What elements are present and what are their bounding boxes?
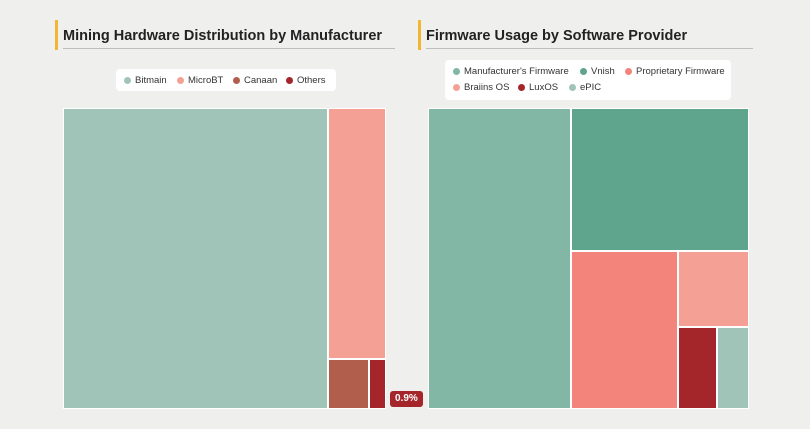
legend-label: LuxOS: [529, 82, 559, 93]
legend-label: Proprietary Firmware: [636, 66, 725, 77]
legend-swatch: [124, 77, 131, 84]
legend-item-others: Others: [286, 75, 326, 86]
title-accent-bar: [418, 20, 421, 50]
tile-epic: [717, 327, 749, 409]
title-underline: [426, 48, 753, 49]
tile-others: [368, 358, 386, 409]
firmware-legend: Manufacturer's Firmware Vnish Proprietary …: [445, 60, 731, 100]
legend-item-braiins-os: Braiins OS: [453, 82, 509, 93]
tile-proprietary-firmware: [570, 250, 679, 409]
hardware-panel: Mining Hardware Distribution by Manufact…: [55, 20, 423, 409]
hardware-title-block: Mining Hardware Distribution by Manufact…: [55, 20, 400, 50]
legend-item-manufacturer-s-firmware: Manufacturer's Firmware: [453, 66, 569, 77]
legend-item-microbt: MicroBT: [177, 75, 223, 86]
legend-label: Braiins OS: [464, 82, 510, 93]
title-underline: [63, 48, 395, 49]
legend-label: Manufacturer's Firmware: [464, 66, 569, 77]
tile-bitmain: [63, 108, 328, 409]
legend-item-proprietary-firmware: Proprietary Firmware: [625, 66, 725, 77]
legend-label: Canaan: [244, 75, 278, 86]
legend-swatch: [453, 68, 460, 75]
legend-swatch: [625, 68, 632, 75]
firmware-chart-title: Firmware Usage by Software Provider: [426, 28, 688, 44]
tile-canaan: [327, 358, 369, 409]
legend-swatch: [177, 77, 184, 84]
legend-swatch: [453, 84, 460, 91]
legend-swatch: [233, 77, 240, 84]
legend-item-vnish: Vnish: [580, 66, 615, 77]
legend-item-luxos: LuxOS: [518, 82, 558, 93]
legend-item-epic: ePIC: [569, 82, 601, 93]
tile-luxos: [678, 327, 718, 409]
legend-item-canaan: Canaan: [233, 75, 277, 86]
tile-braiins-os: [678, 250, 749, 328]
firmware-panel: Firmware Usage by Software Provider Manu…: [405, 0, 810, 429]
small-value-callout: 0.9%: [390, 391, 423, 407]
legend-item-bitmain: Bitmain: [124, 75, 167, 86]
tile-microbt: [327, 108, 386, 359]
tile-vnish: [570, 108, 749, 251]
hardware-chart-title: Mining Hardware Distribution by Manufact…: [63, 28, 383, 44]
legend-label: Bitmain: [135, 75, 167, 86]
legend-swatch: [569, 84, 576, 91]
legend-swatch: [286, 77, 293, 84]
legend-label: MicroBT: [188, 75, 224, 86]
title-accent-bar: [55, 20, 58, 50]
firmware-title-block: Firmware Usage by Software Provider: [418, 20, 758, 50]
legend-label: Vnish: [591, 66, 615, 77]
legend-label: Others: [297, 75, 326, 86]
legend-swatch: [518, 84, 525, 91]
tile-manufacturer-s-firmware: [428, 108, 571, 409]
legend-label: ePIC: [580, 82, 602, 93]
hardware-legend: Bitmain MicroBT Canaan Others: [116, 69, 336, 91]
legend-swatch: [580, 68, 587, 75]
